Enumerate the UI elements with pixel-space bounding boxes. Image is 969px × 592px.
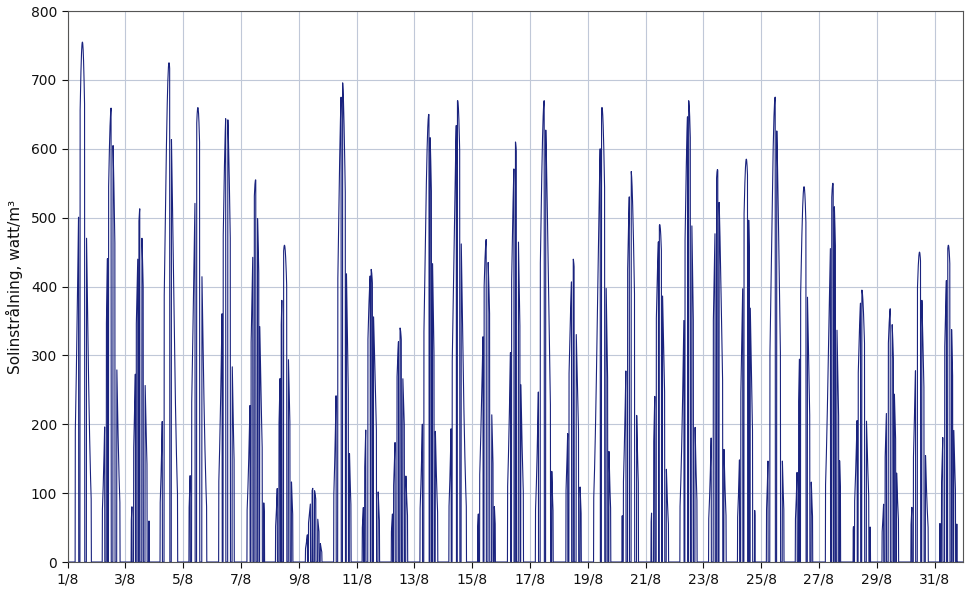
Y-axis label: Solinstrålning, watt/m³: Solinstrålning, watt/m³ [6, 200, 22, 374]
